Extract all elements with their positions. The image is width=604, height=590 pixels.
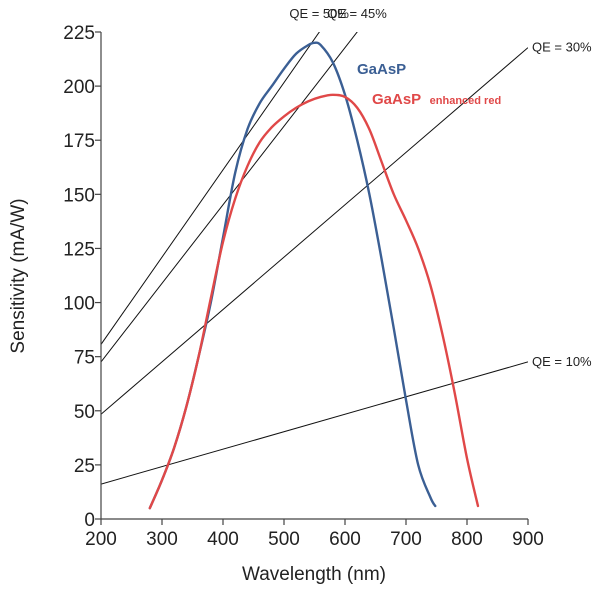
x-ticks: 200 300 400 500 600 700 800 900 (85, 519, 544, 550)
y-tick-label-75: 75 (74, 348, 95, 369)
x-tick-label-900: 900 (512, 529, 544, 550)
series-line-gaasp (148, 41, 437, 510)
qe-line-30 (101, 47, 528, 415)
x-tick-label-200: 200 (85, 529, 117, 550)
qe-label-50: QE = 50% (289, 6, 349, 21)
x-tick-label-700: 700 (390, 529, 422, 550)
series-group (148, 41, 480, 510)
x-tick-label-300: 300 (146, 529, 178, 550)
y-tick-label-225: 225 (63, 23, 95, 44)
y-tick-label-0: 0 (84, 510, 95, 531)
y-tick-label-100: 100 (63, 294, 95, 315)
y-tick-label-25: 25 (74, 456, 95, 477)
qe-label-45: QE = 45% (327, 6, 387, 21)
y-ticks: 0 25 50 75 100 125 150 175 200 225 (63, 23, 101, 531)
qe-line-45 (101, 32, 358, 363)
y-tick-label-125: 125 (63, 239, 95, 260)
x-axis-title: Wavelength (nm) (242, 564, 386, 585)
x-tick-label-600: 600 (329, 529, 361, 550)
y-tick-label-150: 150 (63, 185, 95, 206)
x-tick-label-800: 800 (451, 529, 483, 550)
y-tick-label-175: 175 (63, 131, 95, 152)
qe-line-10 (101, 361, 528, 485)
series-line-gaasp-enhanced-red (148, 93, 480, 510)
qe-label-10: QE = 10% (532, 354, 592, 369)
series-label-gaasp-enhanced-red: GaAsP enhanced red (372, 91, 501, 108)
qe-labels: QE = 50%QE = 45% QE = 30% QE = 10% (289, 6, 592, 369)
series-label-gaasp: GaAsP (357, 61, 406, 78)
qe-label-30: QE = 30% (532, 40, 592, 55)
x-tick-label-400: 400 (207, 529, 239, 550)
qe-line-50 (101, 32, 320, 345)
y-tick-label-50: 50 (74, 402, 95, 423)
series-label-gaasp-enhanced-red-suffix: enhanced red (430, 95, 502, 107)
series-label-gaasp-enhanced-red-main: GaAsP (372, 91, 421, 108)
x-tick-label-500: 500 (268, 529, 300, 550)
qe-reference-lines (101, 32, 528, 485)
y-tick-label-200: 200 (63, 77, 95, 98)
y-axis-title: Sensitivity (mA/W) (8, 198, 29, 353)
